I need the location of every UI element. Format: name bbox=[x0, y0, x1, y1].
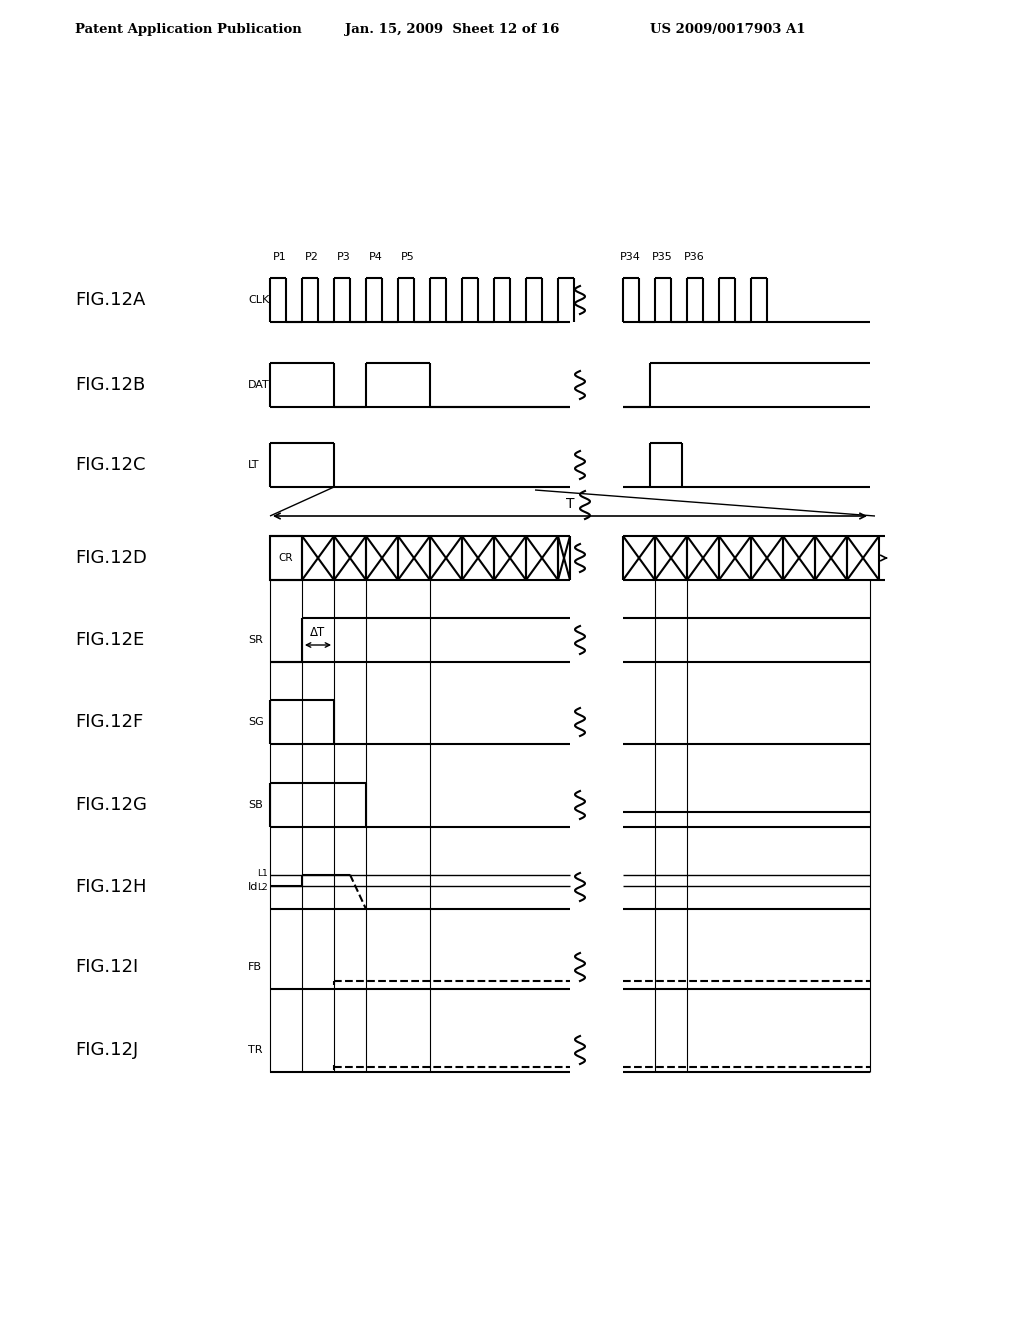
Text: P2: P2 bbox=[305, 252, 318, 261]
Text: FIG.12J: FIG.12J bbox=[75, 1041, 138, 1059]
Text: FIG.12C: FIG.12C bbox=[75, 455, 145, 474]
Text: ΔT: ΔT bbox=[310, 626, 326, 639]
Text: P3: P3 bbox=[337, 252, 351, 261]
Text: FIG.12D: FIG.12D bbox=[75, 549, 146, 568]
Text: FIG.12A: FIG.12A bbox=[75, 290, 145, 309]
Text: L1: L1 bbox=[257, 869, 268, 878]
Text: L2: L2 bbox=[257, 883, 268, 891]
Text: Jan. 15, 2009  Sheet 12 of 16: Jan. 15, 2009 Sheet 12 of 16 bbox=[345, 24, 559, 37]
Text: Patent Application Publication: Patent Application Publication bbox=[75, 24, 302, 37]
Text: Id: Id bbox=[248, 882, 258, 892]
Text: P4: P4 bbox=[369, 252, 383, 261]
Text: TR: TR bbox=[248, 1045, 262, 1055]
Text: CLK: CLK bbox=[248, 294, 269, 305]
Text: FIG.12I: FIG.12I bbox=[75, 958, 138, 975]
Text: FIG.12B: FIG.12B bbox=[75, 376, 145, 393]
Text: FB: FB bbox=[248, 962, 262, 972]
Text: P35: P35 bbox=[651, 252, 673, 261]
Text: SR: SR bbox=[248, 635, 263, 645]
Text: CR: CR bbox=[279, 553, 293, 564]
Text: LT: LT bbox=[248, 459, 259, 470]
Text: FIG.12F: FIG.12F bbox=[75, 713, 143, 731]
Text: FIG.12H: FIG.12H bbox=[75, 878, 146, 896]
Text: SG: SG bbox=[248, 717, 264, 727]
Text: US 2009/0017903 A1: US 2009/0017903 A1 bbox=[650, 24, 806, 37]
Text: P36: P36 bbox=[684, 252, 705, 261]
Text: DAT: DAT bbox=[248, 380, 269, 389]
Text: P34: P34 bbox=[620, 252, 640, 261]
Text: FIG.12G: FIG.12G bbox=[75, 796, 146, 814]
Text: P1: P1 bbox=[273, 252, 287, 261]
Text: T: T bbox=[565, 498, 574, 511]
Text: SB: SB bbox=[248, 800, 263, 810]
Bar bbox=[270, 536, 302, 579]
Text: P5: P5 bbox=[401, 252, 415, 261]
Text: FIG.12E: FIG.12E bbox=[75, 631, 144, 649]
